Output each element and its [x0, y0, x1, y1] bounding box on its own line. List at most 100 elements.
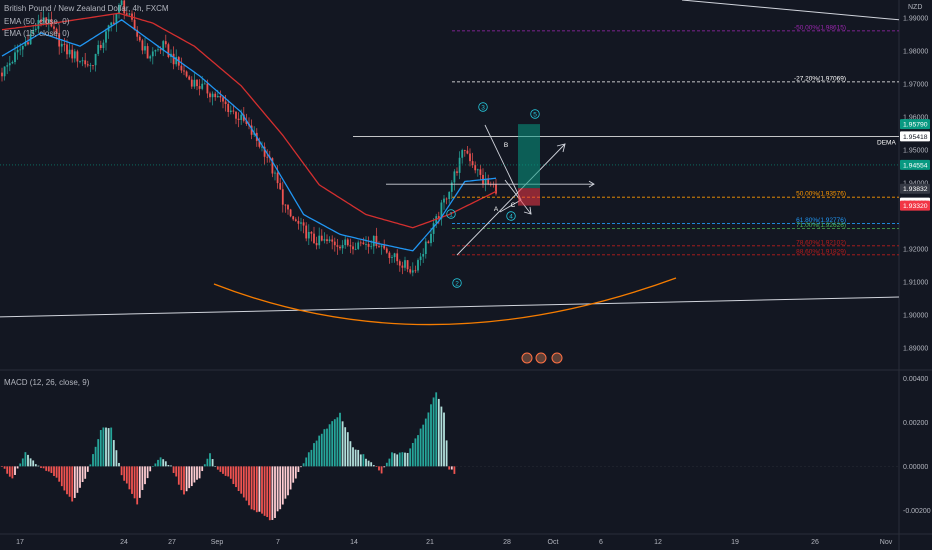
macd-histogram-bar: [115, 450, 118, 467]
macd-histogram-bar: [349, 441, 352, 467]
candle-body: [370, 246, 373, 248]
candle-body: [229, 110, 232, 112]
time-tick-label: Oct: [548, 539, 559, 546]
candle-body: [162, 41, 165, 51]
macd-histogram-bar: [55, 466, 58, 478]
candle-body: [445, 198, 448, 200]
macd-histogram-bar: [229, 466, 232, 479]
macd-histogram-bar: [432, 397, 435, 467]
macd-histogram-bar: [274, 466, 276, 518]
macd-histogram-bar: [8, 466, 11, 477]
macd-histogram-bar: [1, 466, 3, 467]
candle-body: [211, 93, 214, 98]
macd-histogram-bar: [123, 466, 126, 481]
currency-label: NZD: [908, 4, 923, 11]
fib-level-label: 71.00%(1.92626): [796, 222, 846, 229]
macd-histogram-bar: [281, 466, 284, 505]
candle-body: [154, 50, 157, 52]
candle-body: [45, 17, 48, 24]
time-tick-label: 6: [599, 539, 603, 546]
macd-histogram-bar: [435, 392, 438, 467]
candle-body: [315, 243, 318, 246]
candle-body: [427, 241, 430, 244]
macd-histogram-bar: [136, 466, 139, 505]
macd-histogram-bar: [378, 466, 380, 471]
macd-histogram-bar: [396, 454, 399, 467]
macd-histogram-bar: [224, 466, 227, 476]
macd-histogram-bar: [398, 452, 401, 467]
macd-histogram-bar: [383, 466, 386, 468]
macd-histogram-bar: [245, 466, 248, 501]
macd-histogram-bar: [63, 466, 66, 491]
macd-histogram-bar: [206, 458, 209, 467]
candle-body: [380, 245, 383, 247]
macd-histogram-bar: [3, 466, 6, 469]
abc-label: C: [511, 202, 516, 209]
candle-body: [430, 233, 432, 244]
candle-body: [463, 150, 466, 151]
rounding-bottom-arc: [213, 277, 677, 326]
price-tick-label: 1.98000: [903, 49, 928, 56]
ema50-legend[interactable]: EMA (50, close, 0): [4, 17, 70, 26]
macd-histogram-bar: [42, 466, 45, 469]
macd-histogram-bar: [125, 466, 128, 484]
price-tick-label: 1.96000: [903, 115, 928, 122]
candle-body: [414, 270, 417, 272]
candle-body: [422, 253, 425, 257]
fib-level-label: 88.60%(1.91829): [796, 248, 846, 255]
macd-histogram-bar: [94, 446, 97, 467]
candle-body: [437, 216, 440, 219]
time-tick-label: 24: [120, 539, 128, 546]
macd-histogram-bar: [172, 466, 175, 473]
price-tag-text: 1.93320: [903, 203, 928, 210]
macd-histogram-bar: [370, 462, 373, 467]
candle-body: [336, 245, 339, 247]
candle-body: [40, 19, 42, 23]
candle-body: [487, 179, 490, 185]
candle-body: [92, 65, 94, 66]
macd-histogram-bar: [81, 466, 84, 483]
time-tick-label: 21: [426, 539, 434, 546]
macd-histogram-bar: [414, 438, 417, 467]
macd-histogram-bar: [89, 464, 92, 467]
candle-body: [266, 156, 269, 158]
ema15-legend[interactable]: EMA (15, close, 0): [4, 29, 70, 38]
macd-histogram-bar: [203, 464, 206, 467]
macd-histogram-bar: [365, 458, 367, 467]
macd-histogram-bar: [341, 421, 344, 467]
macd-histogram-bar: [99, 430, 102, 467]
candle-body: [144, 46, 146, 51]
candle-body: [216, 95, 219, 98]
candle-body: [60, 43, 63, 47]
wave-label-text: 1: [449, 211, 453, 218]
candle-body: [232, 110, 235, 112]
candle-body: [471, 161, 474, 166]
macd-histogram-bar: [417, 435, 419, 467]
macd-histogram-bar: [6, 466, 9, 474]
candle-body: [466, 150, 469, 154]
macd-histogram-bar: [73, 466, 76, 498]
candle-body: [476, 169, 479, 171]
candle-body: [378, 245, 380, 247]
macd-histogram-bar: [354, 449, 357, 467]
macd-histogram-bar: [29, 458, 32, 467]
macd-histogram-bar: [131, 466, 133, 494]
macd-histogram-bar: [86, 466, 89, 472]
candle-body: [198, 86, 201, 89]
candle-body: [411, 270, 414, 273]
candle-body: [456, 171, 458, 173]
macd-histogram-bar: [292, 466, 295, 483]
macd-tick-label: 0.00000: [903, 464, 928, 471]
projection-arrow-head: [556, 143, 566, 153]
macd-histogram-bar: [14, 466, 16, 475]
macd-legend[interactable]: MACD (12, 26, close, 9): [4, 378, 90, 387]
candle-body: [333, 241, 336, 246]
symbol-title[interactable]: British Pound / New Zealand Dollar, 4h, …: [4, 4, 169, 13]
macd-histogram-bar: [53, 466, 55, 476]
candle-body: [240, 114, 243, 120]
candle-body: [16, 49, 19, 53]
macd-histogram-bar: [196, 466, 198, 480]
macd-histogram-bar: [401, 452, 404, 467]
macd-histogram-bar: [162, 459, 165, 467]
